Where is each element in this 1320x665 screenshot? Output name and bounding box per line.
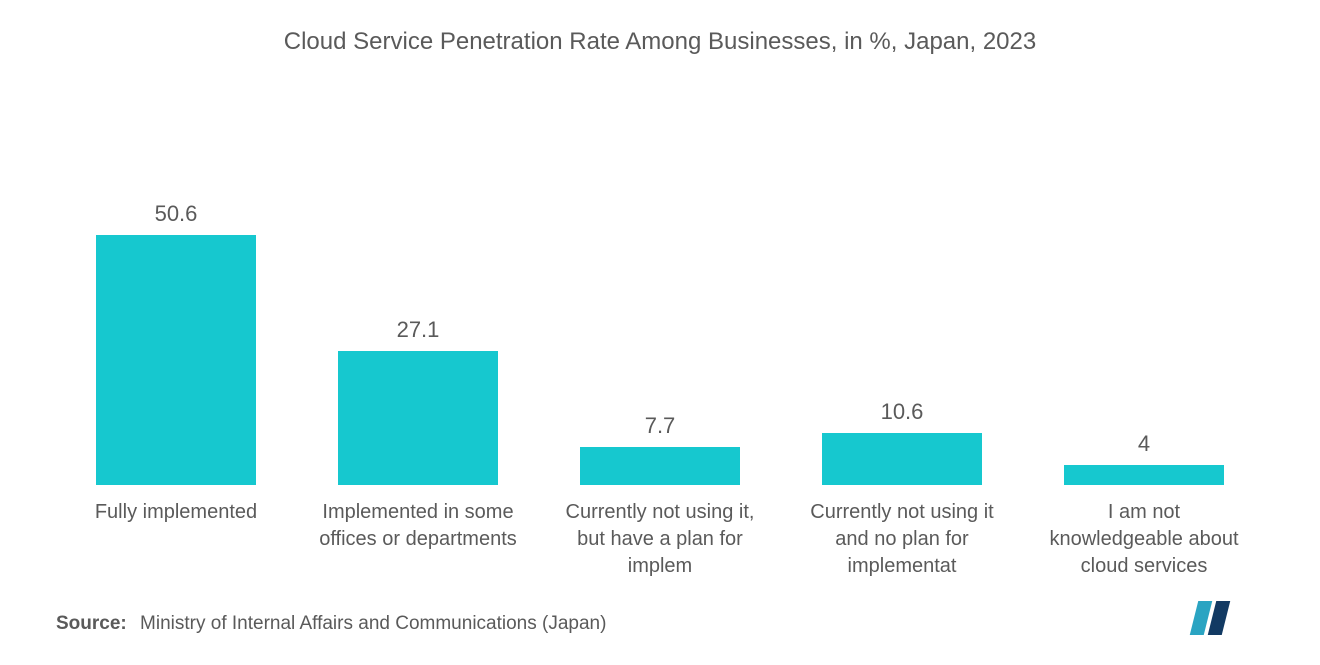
- value-label: 50.6: [155, 201, 198, 227]
- brand-logo: [1194, 599, 1264, 635]
- bar-group-2: 7.7 Currently not using it, but have a p…: [554, 413, 766, 589]
- footer: Source: Ministry of Internal Affairs and…: [50, 589, 1270, 635]
- chart-title: Cloud Service Penetration Rate Among Bus…: [50, 28, 1270, 56]
- category-label: Currently not using it, but have a plan …: [555, 499, 765, 589]
- bar: [96, 235, 256, 485]
- bar: [1064, 465, 1224, 485]
- bar: [338, 351, 498, 485]
- bar-group-4: 4 I am not knowledgeable about cloud ser…: [1038, 431, 1250, 589]
- value-label: 7.7: [645, 413, 676, 439]
- logo-icon: [1194, 599, 1264, 635]
- bar-group-3: 10.6 Currently not using it and no plan …: [796, 399, 1008, 589]
- source-line: Source: Ministry of Internal Affairs and…: [56, 613, 606, 635]
- source-label: Source:: [56, 613, 127, 634]
- value-label: 4: [1138, 431, 1150, 457]
- category-label: Fully implemented: [95, 499, 257, 589]
- category-label: Implemented in some offices or departmen…: [313, 499, 523, 589]
- bar: [580, 447, 740, 485]
- bar-group-1: 27.1 Implemented in some offices or depa…: [312, 317, 524, 589]
- source-text: Ministry of Internal Affairs and Communi…: [140, 613, 606, 634]
- category-label: I am not knowledgeable about cloud servi…: [1039, 499, 1249, 589]
- chart-container: Cloud Service Penetration Rate Among Bus…: [0, 0, 1320, 665]
- value-label: 27.1: [397, 317, 440, 343]
- bar-group-0: 50.6 Fully implemented: [70, 201, 282, 589]
- bar: [822, 433, 982, 485]
- value-label: 10.6: [881, 399, 924, 425]
- category-label: Currently not using it and no plan for i…: [797, 499, 1007, 589]
- plot-area: 50.6 Fully implemented 27.1 Implemented …: [50, 66, 1270, 589]
